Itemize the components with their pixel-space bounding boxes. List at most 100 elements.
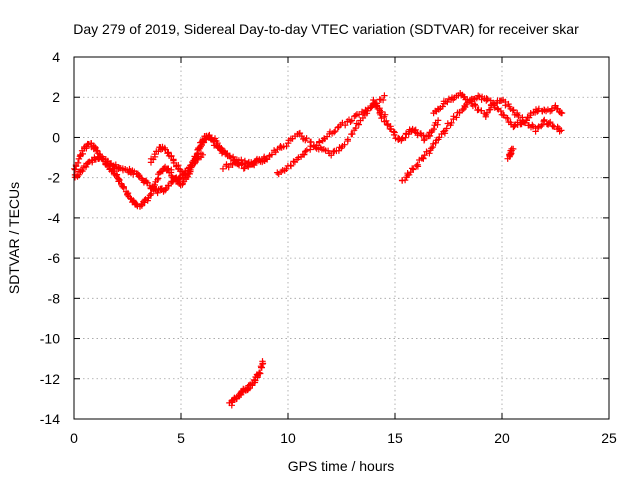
data-point [523, 117, 530, 124]
data-point [104, 158, 111, 165]
data-point [409, 165, 416, 172]
data-point [494, 105, 501, 112]
data-point [156, 169, 163, 176]
data-point [113, 171, 121, 178]
data-point [487, 106, 494, 113]
axis-ticks [73, 56, 610, 420]
x-tick-label: 20 [494, 430, 510, 446]
data-point [352, 112, 359, 119]
data-point [138, 202, 146, 209]
y-tick-label: 4 [52, 49, 60, 65]
data-point [165, 165, 172, 172]
data-point [274, 169, 281, 176]
data-point [154, 176, 161, 183]
data-point [79, 167, 86, 175]
series-arc-7 [398, 92, 566, 184]
data-point [330, 129, 338, 136]
data-point [381, 92, 388, 99]
data-point [301, 151, 308, 158]
y-tick-label: -8 [48, 290, 61, 306]
data-point [547, 118, 554, 126]
data-point [541, 116, 548, 124]
data-point [169, 178, 176, 185]
data-point [116, 176, 123, 184]
data-point [414, 161, 421, 168]
data-point [238, 161, 245, 168]
data-point [428, 145, 435, 152]
data-point [256, 369, 263, 376]
data-point [384, 122, 391, 129]
y-tick-label: -12 [40, 371, 60, 387]
grid [74, 57, 609, 419]
data-point [162, 146, 169, 153]
data-point [120, 184, 127, 192]
data-point [165, 149, 172, 156]
data-point [225, 164, 232, 171]
chart-title: Day 279 of 2019, Sidereal Day-to-day VTE… [73, 21, 579, 37]
x-tick-label: 10 [280, 430, 296, 446]
x-tick-label: 25 [601, 430, 617, 446]
series-arc-9 [504, 145, 517, 162]
x-tick-label: 15 [387, 430, 403, 446]
y-axis-label: SDTVAR / TECUs [6, 182, 22, 294]
x-axis-label: GPS time / hours [288, 458, 395, 474]
data-point [342, 122, 349, 129]
data-point [466, 96, 474, 104]
data-point [545, 120, 552, 127]
data-point [515, 112, 522, 120]
data-point [513, 111, 521, 118]
data-point [344, 136, 351, 143]
data-point [448, 119, 455, 127]
plot-frame [73, 56, 610, 420]
data-point [259, 358, 266, 365]
data-point [379, 96, 387, 104]
series-arc-10 [226, 358, 267, 409]
data-point [154, 189, 161, 197]
data-point [303, 147, 310, 154]
y-tick-label: -14 [40, 411, 60, 427]
data-point [453, 114, 460, 121]
data-point [310, 143, 317, 151]
data-point [355, 121, 362, 128]
data-point [248, 161, 256, 168]
data-point [298, 132, 305, 140]
data-point [502, 102, 509, 109]
data-point [124, 189, 132, 197]
data-point [534, 124, 542, 132]
x-tick-label: 0 [70, 430, 78, 446]
data-point [219, 165, 227, 172]
data-point [430, 125, 437, 133]
data-point [444, 98, 451, 106]
data-point [250, 160, 257, 167]
data-point [187, 162, 194, 169]
data-point [352, 124, 359, 132]
data-point [112, 161, 119, 168]
data-point [79, 150, 86, 158]
data-point [558, 127, 565, 134]
data-point [268, 151, 276, 158]
y-tick-label: 2 [52, 89, 60, 105]
data-point [532, 128, 539, 135]
data-point [439, 103, 446, 110]
data-point [426, 150, 433, 157]
data-point [348, 117, 355, 124]
data-point [538, 122, 545, 130]
data-point [421, 151, 428, 159]
data-point [349, 130, 356, 138]
data-point [472, 102, 479, 109]
data-point [303, 135, 310, 142]
y-tick-label: -4 [48, 210, 61, 226]
data-point [504, 115, 511, 122]
data-point [199, 151, 206, 158]
data-point [443, 125, 450, 132]
data-point [330, 148, 337, 155]
data-point [91, 143, 99, 151]
data-point [434, 117, 442, 124]
data-point [168, 152, 175, 160]
data-point [450, 113, 457, 120]
data-point [341, 141, 348, 148]
x-tick-labels: 0 5 10 15 20 25 [70, 430, 617, 446]
data-point [484, 96, 491, 103]
